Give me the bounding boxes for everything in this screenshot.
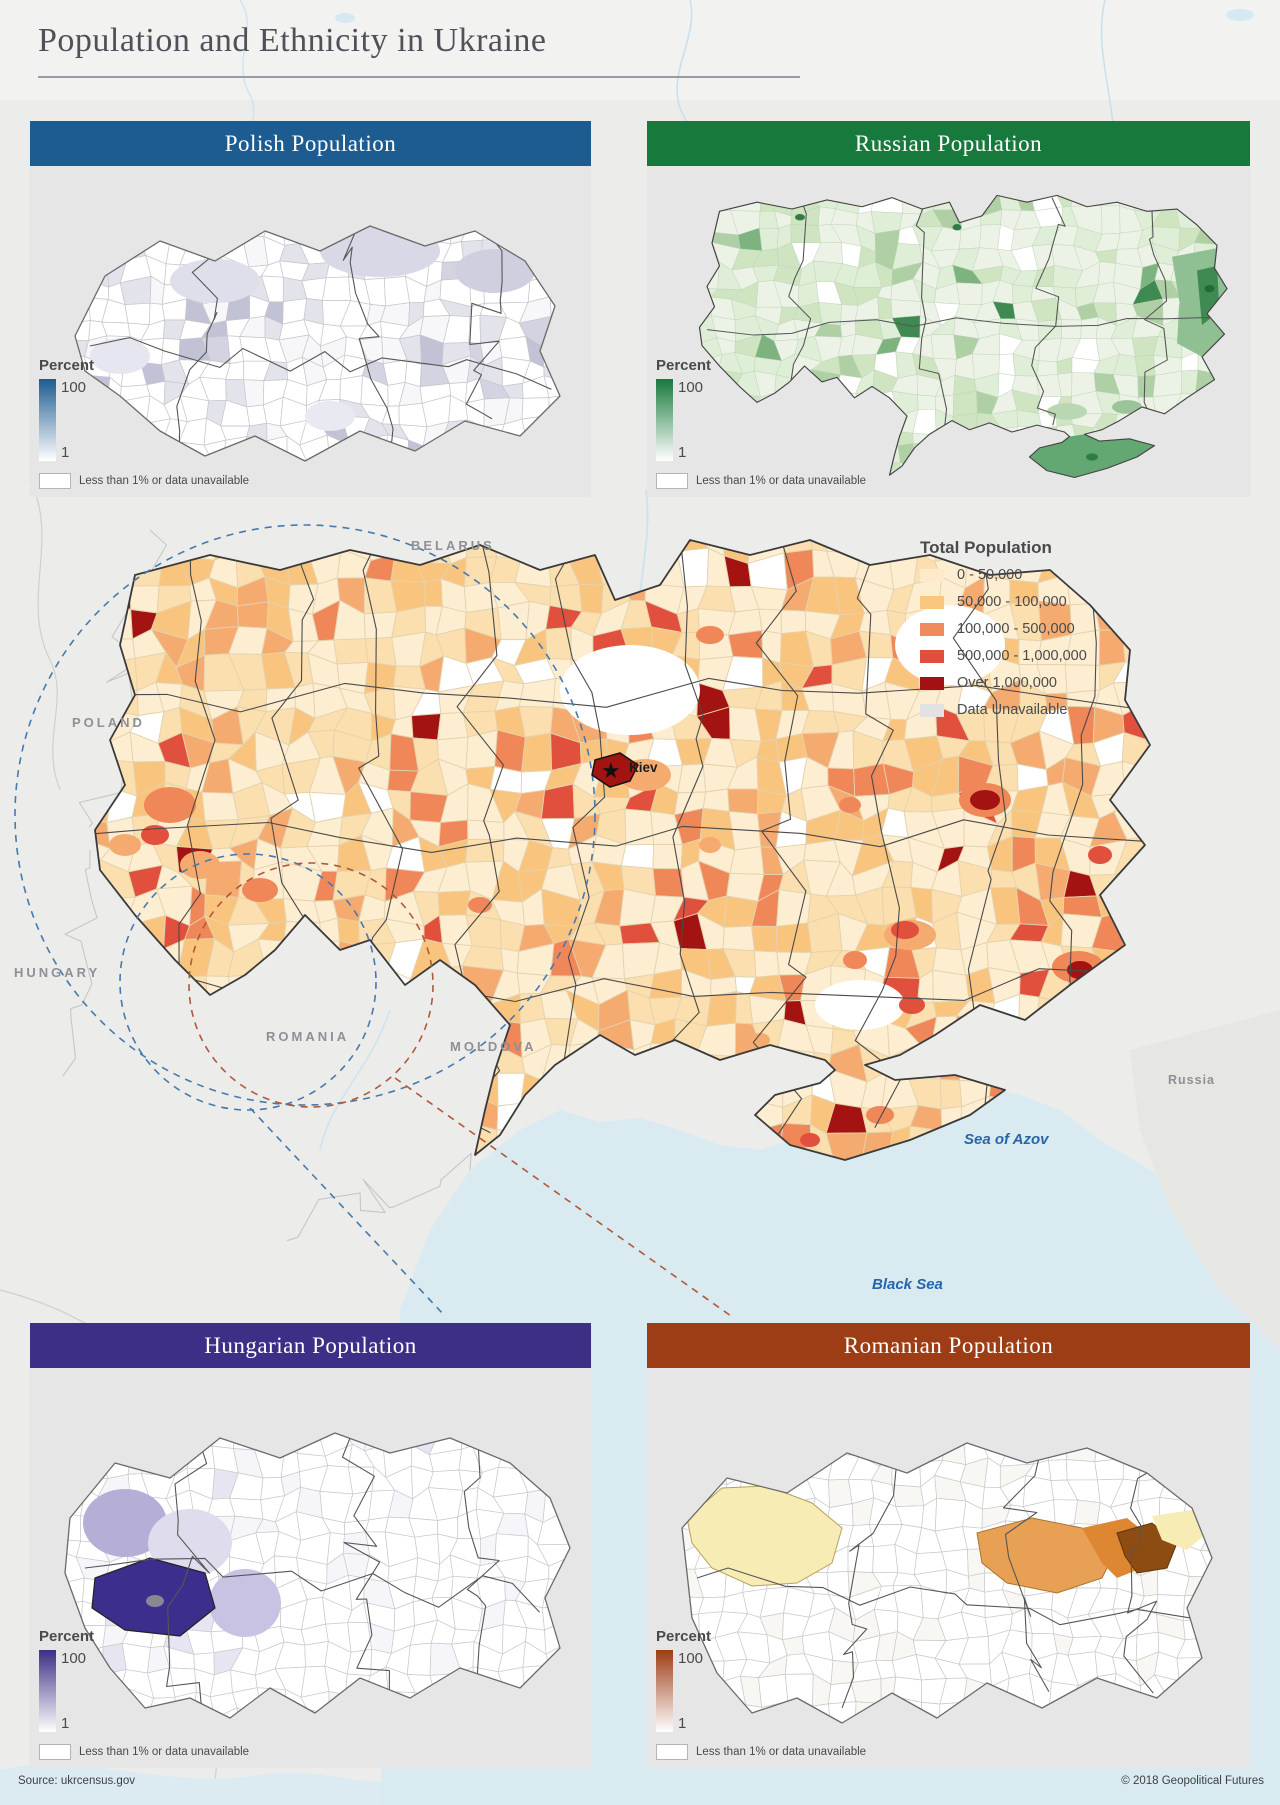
polish-population-inset: Polish Population Percent 100 1 Less tha… bbox=[30, 121, 591, 497]
label-poland: POLAND bbox=[72, 715, 145, 730]
legend-row: 100,000 - 500,000 bbox=[920, 621, 1087, 637]
source-text: Source: ukrcensus.gov bbox=[18, 1775, 135, 1787]
percent-label: Percent bbox=[39, 1628, 95, 1645]
percent-label: Percent bbox=[656, 357, 712, 374]
percent-gradient-bar bbox=[656, 379, 673, 461]
unavailable-note: Less than 1% or data unavailable bbox=[696, 475, 867, 487]
romanian-inset-map bbox=[681, 1442, 1213, 1724]
kiev-star-icon: ★ bbox=[601, 758, 621, 783]
percent-max: 100 bbox=[61, 379, 87, 396]
percent-min: 1 bbox=[61, 1715, 70, 1732]
percent-max: 100 bbox=[61, 1650, 87, 1667]
russian-inset-header: Russian Population bbox=[647, 121, 1250, 166]
legend-swatch bbox=[920, 595, 944, 609]
label-sea-of-azov: Sea of Azov bbox=[964, 1131, 1049, 1148]
polish-percent-legend: Percent 100 1 Less than 1% or data unava… bbox=[39, 357, 249, 489]
polish-inset-map bbox=[74, 225, 561, 462]
label-russia: Russia bbox=[1168, 1073, 1215, 1087]
hungarian-inset-map bbox=[64, 1432, 571, 1719]
label-belarus: BELARUS bbox=[411, 538, 495, 553]
unavailable-swatch bbox=[656, 1744, 688, 1760]
percent-gradient-bar bbox=[39, 379, 56, 461]
legend-swatch bbox=[920, 703, 944, 717]
legend-row: Data Unavailable bbox=[920, 702, 1087, 718]
percent-min: 1 bbox=[678, 444, 687, 461]
title-rule bbox=[38, 76, 800, 78]
polish-inset-header: Polish Population bbox=[30, 121, 591, 166]
legend-label: 0 - 50,000 bbox=[957, 567, 1023, 583]
legend-label: 500,000 - 1,000,000 bbox=[957, 648, 1087, 664]
unavailable-note: Less than 1% or data unavailable bbox=[79, 1746, 250, 1758]
legend-label: Data Unavailable bbox=[957, 702, 1068, 718]
legend-swatch bbox=[920, 568, 944, 582]
unavailable-note: Less than 1% or data unavailable bbox=[79, 475, 250, 487]
hungarian-population-inset: Hungarian Population Percent 100 1 Less … bbox=[30, 1323, 591, 1768]
total-population-legend-title: Total Population bbox=[920, 538, 1052, 557]
copyright-text: © 2018 Geopolitical Futures bbox=[1121, 1775, 1264, 1787]
percent-gradient-bar bbox=[39, 1650, 56, 1732]
label-moldova: MOLDOVA bbox=[450, 1039, 537, 1054]
legend-row: 500,000 - 1,000,000 bbox=[920, 648, 1087, 664]
legend-swatch bbox=[920, 676, 944, 690]
legend-swatch bbox=[920, 649, 944, 663]
romanian-inset-header: Romanian Population bbox=[647, 1323, 1250, 1368]
percent-gradient-bar bbox=[656, 1650, 673, 1732]
legend-label: Over 1,000,000 bbox=[957, 675, 1057, 691]
unavailable-note: Less than 1% or data unavailable bbox=[696, 1746, 867, 1758]
label-black-sea: Black Sea bbox=[872, 1276, 943, 1293]
russian-inset-map bbox=[698, 194, 1228, 479]
legend-swatch bbox=[920, 622, 944, 636]
unavailable-swatch bbox=[656, 473, 688, 489]
romanian-percent-legend: Percent 100 1 Less than 1% or data unava… bbox=[656, 1628, 866, 1760]
percent-min: 1 bbox=[678, 1715, 687, 1732]
label-hungary: HUNGARY bbox=[14, 965, 101, 980]
russian-population-inset: Russian Population Percent 100 1 Less th… bbox=[647, 121, 1250, 497]
russian-percent-legend: Percent 100 1 Less than 1% or data unava… bbox=[656, 357, 866, 489]
romanian-population-inset: Romanian Population Percent 100 1 Less t… bbox=[647, 1323, 1250, 1768]
total-population-legend-rows: 0 - 50,000 50,000 - 100,000 100,000 - 500,… bbox=[920, 567, 1087, 718]
percent-label: Percent bbox=[39, 357, 95, 374]
total-population-legend: Total Population 0 - 50,000 50,000 - 100,… bbox=[920, 538, 1087, 729]
hungarian-percent-legend: Percent 100 1 Less than 1% or data unava… bbox=[39, 1628, 249, 1760]
legend-row: 0 - 50,000 bbox=[920, 567, 1087, 583]
percent-max: 100 bbox=[678, 379, 704, 396]
legend-row: 50,000 - 100,000 bbox=[920, 594, 1087, 610]
legend-row: Over 1,000,000 bbox=[920, 675, 1087, 691]
label-kiev: Kiev bbox=[629, 760, 658, 775]
page-title: Population and Ethnicity in Ukraine bbox=[38, 22, 547, 59]
unavailable-swatch bbox=[39, 1744, 71, 1760]
percent-min: 1 bbox=[61, 444, 70, 461]
percent-max: 100 bbox=[678, 1650, 704, 1667]
label-romania: ROMANIA bbox=[266, 1029, 350, 1044]
unavailable-swatch bbox=[39, 473, 71, 489]
hungarian-inset-header: Hungarian Population bbox=[30, 1323, 591, 1368]
percent-label: Percent bbox=[656, 1628, 712, 1645]
legend-label: 100,000 - 500,000 bbox=[957, 621, 1075, 637]
legend-label: 50,000 - 100,000 bbox=[957, 594, 1067, 610]
